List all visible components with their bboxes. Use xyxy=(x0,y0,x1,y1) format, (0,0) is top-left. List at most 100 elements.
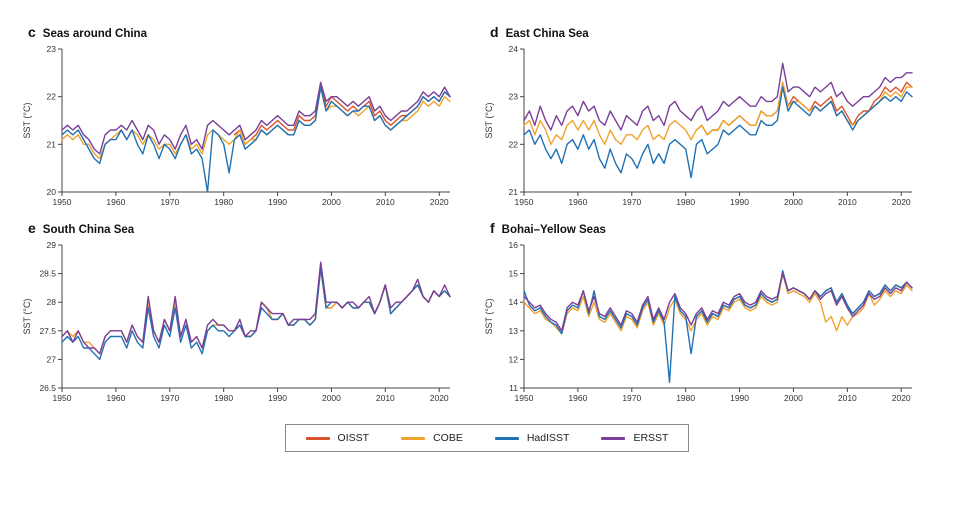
panel-title-c: Seas around China xyxy=(42,28,147,40)
x-tick-label: 2000 xyxy=(322,393,341,403)
x-tick-label: 1960 xyxy=(106,393,125,403)
y-tick-label: 22 xyxy=(47,92,57,102)
series-line-cobe xyxy=(523,81,913,145)
x-tick-label: 2020 xyxy=(892,393,911,403)
panel-letter-f: f xyxy=(490,220,495,236)
panel-f: f Bohai–Yellow Seas 11 12 13 14 15 16 1950 1960… xyxy=(482,220,944,414)
x-tick-label: 1970 xyxy=(622,393,641,403)
x-tick-label: 2010 xyxy=(838,393,857,403)
chart-bohai-yellow-seas: 11 12 13 14 15 16 1950 1960 1970 1980 1990 2000 2010… xyxy=(484,240,913,403)
y-axis-label: SST (°C) xyxy=(484,299,494,335)
x-tick-label: 1970 xyxy=(622,197,641,207)
x-tick-label: 2010 xyxy=(376,197,395,207)
y-tick-label: 13 xyxy=(509,326,519,336)
x-tick-label: 1950 xyxy=(515,393,534,403)
legend-swatch-ersst xyxy=(601,436,626,440)
legend-label-ersst: ERSST xyxy=(633,432,669,444)
y-tick-label: 23 xyxy=(47,44,57,54)
x-tick-label: 1960 xyxy=(568,393,587,403)
legend-swatch-oisst xyxy=(305,436,330,440)
legend-item-cobe: COBE xyxy=(401,432,463,444)
x-tick-label: 1960 xyxy=(568,197,587,207)
panel-title-f: Bohai–Yellow Seas xyxy=(501,224,606,236)
x-tick-label: 1950 xyxy=(53,393,72,403)
y-tick-label: 21 xyxy=(47,139,57,149)
y-axis-label: SST (°C) xyxy=(22,103,32,139)
legend-label-oisst: OISST xyxy=(337,432,370,444)
series-line-ersst xyxy=(523,62,913,131)
y-tick-label: 21 xyxy=(509,187,519,197)
legend-swatch-hadisst xyxy=(494,436,519,440)
y-tick-label: 12 xyxy=(509,354,519,364)
y-tick-label: 26.5 xyxy=(39,383,56,393)
x-tick-label: 1990 xyxy=(268,197,287,207)
x-tick-label: 1950 xyxy=(53,197,72,207)
y-tick-label: 28 xyxy=(47,297,57,307)
y-axis-label: SST (°C) xyxy=(22,299,32,335)
panel-title-d: East China Sea xyxy=(505,28,589,40)
series-line-ersst xyxy=(61,261,451,355)
series-line-oisst xyxy=(695,272,913,323)
x-tick-label: 2020 xyxy=(892,197,911,207)
x-tick-label: 2020 xyxy=(430,197,449,207)
panel-c: c Seas around China 20 21 22 23 1950 1960 1970… xyxy=(20,24,482,218)
y-tick-label: 27.5 xyxy=(39,326,56,336)
y-tick-label: 22 xyxy=(509,139,519,149)
y-tick-label: 11 xyxy=(509,383,518,393)
panel-title-e: South China Sea xyxy=(42,224,135,236)
chart-south-china-sea: 26.5 27 27.5 28 28.5 29 1950 1960 1970 1980 1990 20… xyxy=(22,240,451,403)
panel-header-e: e South China Sea xyxy=(28,220,482,236)
legend-swatch-cobe xyxy=(401,436,426,440)
y-tick-label: 16 xyxy=(509,240,519,250)
y-tick-label: 14 xyxy=(509,297,519,307)
series-line-cobe xyxy=(61,86,451,160)
x-tick-label: 2000 xyxy=(784,197,803,207)
panel-letter-c: c xyxy=(28,24,36,40)
panel-header-d: d East China Sea xyxy=(490,24,944,40)
panel-grid: c Seas around China 20 21 22 23 1950 1960 1970… xyxy=(20,24,954,416)
y-tick-label: 27 xyxy=(47,354,57,364)
chart-seas-around-china: 20 21 22 23 1950 1960 1970 1980 1990 2000 2010 2020… xyxy=(22,44,451,207)
series-line-ersst xyxy=(523,272,913,332)
series-line-ersst xyxy=(61,81,451,155)
x-tick-label: 1960 xyxy=(106,197,125,207)
legend-box: OISST COBE HadISST ERSST xyxy=(284,424,690,452)
y-tick-label: 24 xyxy=(509,44,519,54)
y-tick-label: 28.5 xyxy=(39,269,56,279)
series-line-hadisst xyxy=(523,270,913,383)
series-line-hadisst xyxy=(61,86,451,193)
series-line-oisst xyxy=(695,81,913,136)
x-tick-label: 1990 xyxy=(268,393,287,403)
panel-header-f: f Bohai–Yellow Seas xyxy=(490,220,944,236)
x-tick-label: 2020 xyxy=(430,393,449,403)
legend: OISST COBE HadISST ERSST xyxy=(20,424,954,452)
legend-item-oisst: OISST xyxy=(305,432,370,444)
panel-d: d East China Sea 21 22 23 24 1950 1960 1970 198… xyxy=(482,24,944,218)
series-line-cobe xyxy=(523,272,913,335)
panel-letter-e: e xyxy=(28,220,36,236)
chart-east-china-sea: 21 22 23 24 1950 1960 1970 1980 1990 2000 2010 2020… xyxy=(484,44,913,207)
x-tick-label: 1980 xyxy=(676,393,695,403)
y-tick-label: 23 xyxy=(509,92,519,102)
x-tick-label: 2010 xyxy=(838,197,857,207)
y-tick-label: 15 xyxy=(509,269,519,279)
panel-letter-d: d xyxy=(490,24,499,40)
legend-item-ersst: ERSST xyxy=(601,432,668,444)
x-tick-label: 1970 xyxy=(160,197,179,207)
x-tick-label: 1970 xyxy=(160,393,179,403)
x-tick-label: 2000 xyxy=(322,197,341,207)
series-line-cobe xyxy=(61,267,451,355)
legend-label-hadisst: HadISST xyxy=(526,432,570,444)
x-tick-label: 2000 xyxy=(784,393,803,403)
x-tick-label: 1950 xyxy=(515,197,534,207)
panel-e: e South China Sea 26.5 27 27.5 28 28.5 29 1950… xyxy=(20,220,482,414)
series-line-hadisst xyxy=(61,267,451,361)
x-tick-label: 1990 xyxy=(730,393,749,403)
legend-item-hadisst: HadISST xyxy=(494,432,570,444)
y-tick-label: 20 xyxy=(47,187,57,197)
x-tick-label: 1980 xyxy=(214,393,233,403)
panel-header-c: c Seas around China xyxy=(28,24,482,40)
x-tick-label: 1980 xyxy=(676,197,695,207)
y-tick-label: 29 xyxy=(47,240,57,250)
